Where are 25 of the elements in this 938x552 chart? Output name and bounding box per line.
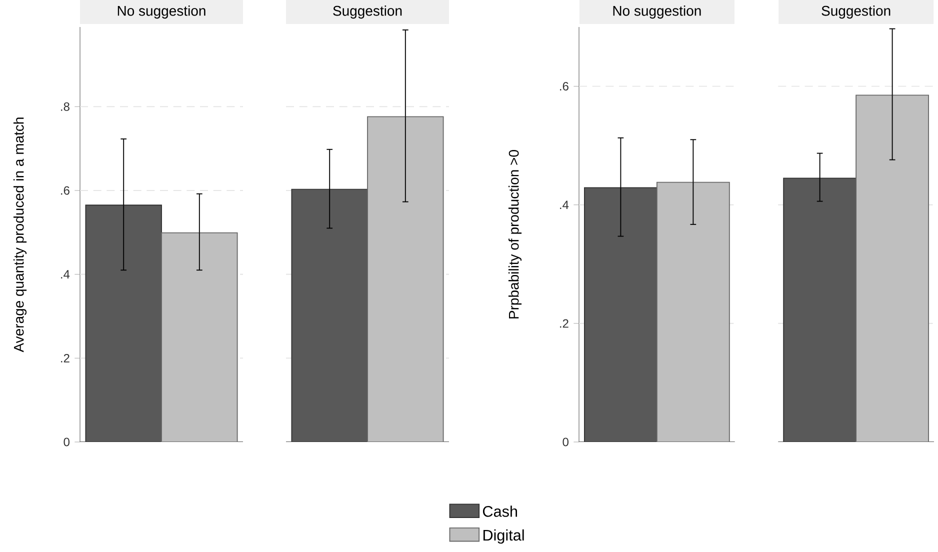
legend-label: Cash <box>482 506 518 517</box>
y-tick-label: .4 <box>560 200 569 209</box>
bar <box>783 178 857 442</box>
y-axis-title: Prpbability of production >0 <box>508 150 522 318</box>
x-tick-label: Suggestion <box>333 6 402 19</box>
x-tick-label: Suggestion <box>822 6 890 19</box>
bar <box>291 188 368 442</box>
y-tick-label: 0 <box>562 438 568 446</box>
bar <box>656 182 730 442</box>
bar <box>161 232 238 442</box>
y-tick-label: .2 <box>560 319 568 328</box>
y-tick-label: 0 <box>64 438 70 446</box>
y-tick-label: .4 <box>61 270 70 278</box>
bar <box>584 187 658 442</box>
bar <box>367 116 444 442</box>
y-tick-label: .6 <box>560 82 568 91</box>
x-tick-label: No suggestion <box>613 6 701 19</box>
x-tick-label: No suggestion <box>118 6 206 19</box>
y-tick-label: .8 <box>61 102 70 111</box>
bar <box>85 204 162 442</box>
legend-label: Digital <box>483 529 524 544</box>
bar <box>856 94 930 442</box>
y-tick-label: .2 <box>61 354 70 362</box>
y-axis-title: Average quantity produced in a match <box>13 118 27 352</box>
y-tick-label: .6 <box>61 186 70 195</box>
